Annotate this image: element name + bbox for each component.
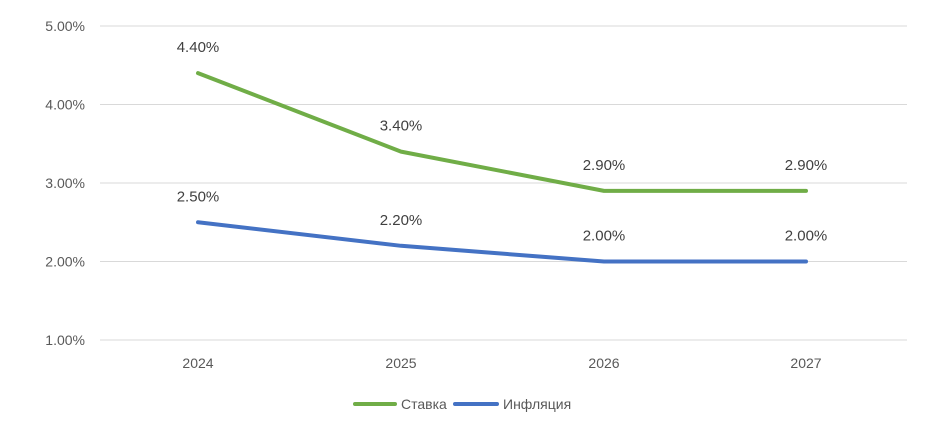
data-label: 2.20% xyxy=(380,212,423,229)
x-tick-label: 2025 xyxy=(385,355,416,371)
data-label: 2.90% xyxy=(583,157,626,174)
x-axis: 2024 2025 2026 2027 xyxy=(182,355,821,371)
legend-label: Ставка xyxy=(401,396,447,412)
series-line-inflyatsiya xyxy=(196,220,808,264)
data-label: 4.40% xyxy=(177,39,220,56)
legend: Ставка Инфляция xyxy=(353,396,571,412)
x-tick-label: 2027 xyxy=(790,355,821,371)
y-tick-label: 2.00% xyxy=(45,254,85,270)
data-labels: 4.40% 3.40% 2.90% 2.90% 2.50% 2.20% 2.00% 2.00% xyxy=(177,39,828,244)
y-tick-label: 3.00% xyxy=(45,175,85,191)
data-label: 2.50% xyxy=(177,188,220,205)
series-lines xyxy=(196,71,808,264)
y-tick-label: 4.00% xyxy=(45,97,85,113)
legend-label: Инфляция xyxy=(503,396,571,412)
data-label: 3.40% xyxy=(380,118,423,135)
y-tick-label: 1.00% xyxy=(45,332,85,348)
data-label: 2.90% xyxy=(785,157,828,174)
gridlines xyxy=(100,25,907,341)
data-label: 2.00% xyxy=(785,228,828,245)
y-tick-label: 5.00% xyxy=(45,18,85,34)
data-label: 2.00% xyxy=(583,228,626,245)
x-tick-label: 2026 xyxy=(588,355,619,371)
x-tick-label: 2024 xyxy=(182,355,213,371)
series-line-stavka xyxy=(196,71,808,193)
y-axis: 1.00% 2.00% 3.00% 4.00% 5.00% xyxy=(45,18,85,348)
